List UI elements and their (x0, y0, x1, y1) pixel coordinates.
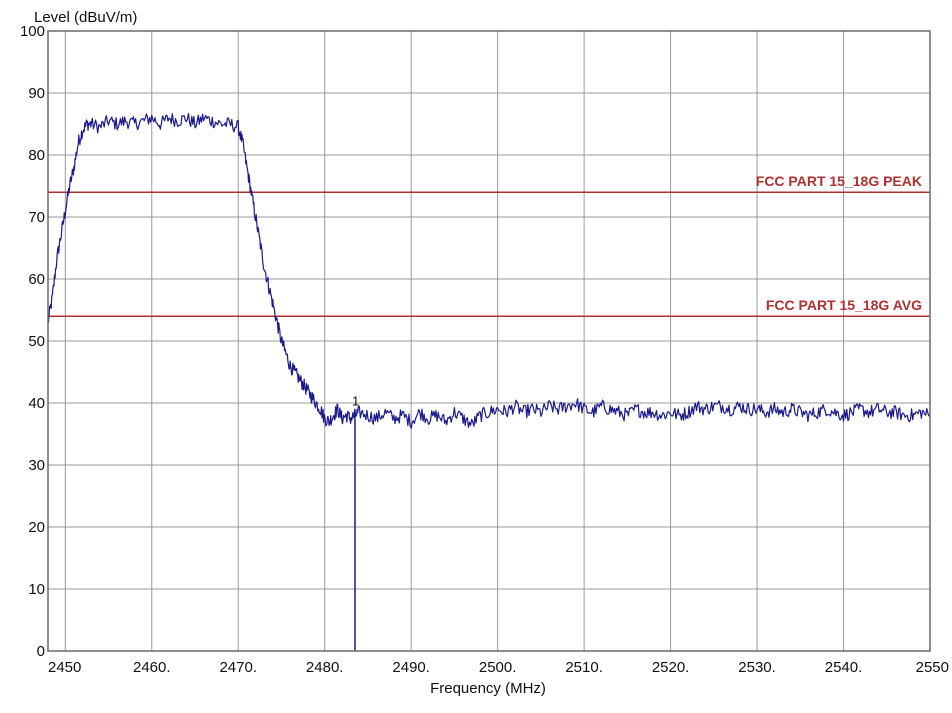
y-axis-label: Level (dBuV/m) (34, 9, 137, 26)
x-tick-label: 2550 (916, 659, 949, 676)
x-tick-label: 2490. (392, 659, 430, 676)
x-tick-label: 2510. (565, 659, 603, 676)
grid-lines (48, 31, 930, 651)
marker-label: 1 (352, 393, 359, 408)
x-tick-label: 2470. (219, 659, 257, 676)
y-tick-label: 10 (28, 581, 45, 598)
y-tick-label: 40 (28, 395, 45, 412)
x-tick-label: 2460. (133, 659, 171, 676)
y-tick-label: 50 (28, 333, 45, 350)
y-tick-label: 20 (28, 519, 45, 536)
y-tick-label: 60 (28, 271, 45, 288)
x-tick-label: 2520. (652, 659, 690, 676)
limit-line-label: FCC PART 15_18G AVG (766, 297, 922, 313)
x-tick-label: 2530. (738, 659, 776, 676)
x-tick-label: 2500. (479, 659, 517, 676)
y-tick-label: 100 (20, 23, 45, 40)
y-tick-label: 80 (28, 147, 45, 164)
y-tick-label: 90 (28, 85, 45, 102)
x-tick-labels: 2450 2460. 2470. 2480. 2490. 2500. 2510. 2520. 2… (48, 659, 949, 676)
marker-layer: 1 (352, 393, 359, 651)
y-tick-labels: 0 10 20 30 40 50 60 70 80 90 100 (20, 23, 45, 660)
y-tick-label: 0 (37, 643, 45, 660)
x-tick-label: 2480. (306, 659, 344, 676)
y-tick-label: 30 (28, 457, 45, 474)
plot-frame (47, 30, 931, 652)
x-tick-label: 2450 (48, 659, 81, 676)
series-line (47, 112, 931, 429)
x-axis-label: Frequency (MHz) (430, 680, 546, 697)
limit-lines: FCC PART 15_18G PEAK FCC PART 15_18G AVG (48, 173, 930, 317)
limit-line-label: FCC PART 15_18G PEAK (756, 173, 922, 189)
y-tick-label: 70 (28, 209, 45, 226)
x-tick-label: 2540. (825, 659, 863, 676)
trace-layer (47, 112, 931, 429)
